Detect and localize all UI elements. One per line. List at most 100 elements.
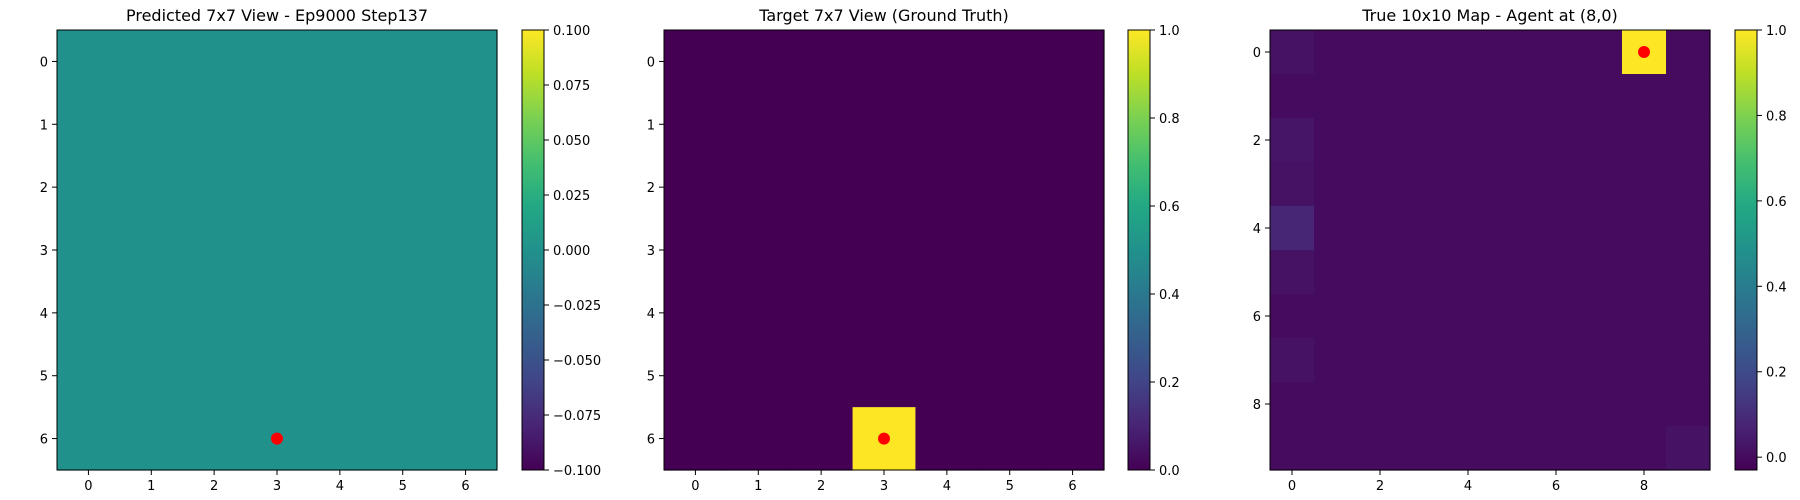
- heatmap-cell: [1446, 294, 1491, 339]
- heatmap-cell: [1402, 382, 1447, 427]
- heatmap-cell: [789, 407, 854, 471]
- heatmap-cell: [1578, 74, 1623, 119]
- heatmap-cell: [371, 218, 435, 283]
- heatmap-cell: [1666, 382, 1711, 427]
- heatmap-cell: [978, 92, 1042, 157]
- colorbar-tick-label: 1.0: [1766, 24, 1787, 39]
- heatmap-cell: [1490, 250, 1535, 295]
- heatmap-cell: [1402, 118, 1447, 163]
- heatmap-cell: [57, 92, 121, 157]
- heatmap-cell: [1314, 250, 1359, 295]
- heatmap-cell: [57, 344, 121, 408]
- heatmap-cell: [726, 281, 791, 345]
- heatmap-cell: [726, 218, 791, 283]
- heatmap-cell: [1270, 118, 1315, 163]
- heatmap-cell: [371, 344, 435, 408]
- colorbar-tick-label: 0.4: [1159, 288, 1180, 303]
- heatmap-cell: [434, 344, 498, 408]
- heatmap-cell: [434, 281, 498, 345]
- x-tick-label: 0: [84, 479, 92, 494]
- heatmap-cell: [1534, 294, 1579, 339]
- heatmap-cell: [915, 30, 979, 94]
- heatmap-cell: [308, 218, 372, 283]
- y-tick-label: 4: [647, 307, 655, 322]
- heatmap-cell: [57, 218, 121, 283]
- heatmap-cell: [119, 344, 184, 408]
- heatmap-cell: [1622, 382, 1667, 427]
- heatmap-cell: [1490, 118, 1535, 163]
- heatmap-cell: [915, 218, 979, 283]
- heatmap-cell: [434, 92, 498, 157]
- colorbar-tick-label: 0.050: [553, 134, 590, 149]
- heatmap-cell: [1270, 74, 1315, 119]
- heatmap-cell: [57, 155, 121, 220]
- heatmap-cell: [1358, 118, 1403, 163]
- heatmap-cell: [1666, 206, 1711, 251]
- heatmap-cell: [726, 92, 791, 157]
- heatmap-cell: [1622, 338, 1667, 383]
- heatmap-cell: [1490, 338, 1535, 383]
- heatmap-cell: [1358, 338, 1403, 383]
- heatmap-cell: [1270, 162, 1315, 207]
- heatmap-cell: [664, 218, 728, 283]
- colorbar-tick-label: 0.025: [553, 189, 590, 204]
- heatmap-cell: [915, 281, 979, 345]
- heatmap-cell: [1446, 382, 1491, 427]
- heatmap-cell: [1534, 426, 1579, 471]
- agent-marker: [1638, 46, 1650, 58]
- chart-title: Target 7x7 View (Ground Truth): [758, 6, 1009, 25]
- heatmap-cell: [1446, 338, 1491, 383]
- heatmap-cell: [245, 218, 310, 283]
- agent-marker: [271, 432, 283, 445]
- heatmap-cell: [308, 30, 372, 94]
- heatmap-cell: [245, 344, 310, 408]
- y-tick-label: 4: [40, 307, 48, 322]
- x-tick-label: 0: [691, 479, 699, 494]
- plot-frame: [1269, 29, 1711, 471]
- heatmap-cell: [1402, 338, 1447, 383]
- heatmap-cell: [182, 281, 247, 345]
- x-tick-label: 5: [1006, 479, 1014, 494]
- heatmap-cell: [1578, 162, 1623, 207]
- y-tick-label: 6: [647, 433, 655, 448]
- heatmap-cell: [434, 218, 498, 283]
- heatmap-cell: [978, 281, 1042, 345]
- heatmap-cell: [1446, 162, 1491, 207]
- heatmap-cell: [664, 344, 728, 408]
- heatmap-cell: [1446, 426, 1491, 471]
- heatmap-cell: [852, 30, 917, 94]
- heatmap-cell: [1534, 338, 1579, 383]
- heatmap-cell: [1578, 30, 1623, 75]
- x-tick-label: 2: [1376, 479, 1384, 494]
- heatmap-cell: [1578, 338, 1623, 383]
- heatmap-cell: [1270, 206, 1315, 251]
- heatmap-cell: [371, 281, 435, 345]
- colorbar: [1734, 29, 1758, 471]
- agent-marker: [878, 432, 890, 445]
- heatmap-cell: [308, 155, 372, 220]
- heatmap-cell: [852, 281, 917, 345]
- heatmap-cell: [1622, 294, 1667, 339]
- heatmap-cell: [664, 30, 728, 94]
- colorbar-tick-label: 0.0: [1766, 451, 1787, 466]
- y-tick-label: 2: [40, 181, 48, 196]
- heatmap-cell: [182, 344, 247, 408]
- heatmap-cell: [789, 281, 854, 345]
- colorbar-tick-label: 0.075: [553, 79, 590, 94]
- heatmap-cell: [434, 155, 498, 220]
- colorbar-tick-label: −0.025: [553, 299, 601, 314]
- heatmap-cell: [852, 92, 917, 157]
- heatmap-cell: [664, 155, 728, 220]
- colorbar-tick-label: 1.0: [1159, 24, 1180, 39]
- heatmap-cell: [1270, 30, 1315, 75]
- heatmap-cell: [1578, 382, 1623, 427]
- chart-title: True 10x10 Map - Agent at (8,0): [1361, 6, 1618, 25]
- heatmap-cell: [1446, 30, 1491, 75]
- heatmap-cell: [1666, 426, 1711, 471]
- heatmap-cell: [1534, 382, 1579, 427]
- colorbar-tick-label: 0.000: [553, 244, 590, 259]
- heatmap-cell: [182, 30, 247, 94]
- heatmap-cell: [1358, 250, 1403, 295]
- heatmap-cell: [1490, 74, 1535, 119]
- x-tick-label: 6: [461, 479, 469, 494]
